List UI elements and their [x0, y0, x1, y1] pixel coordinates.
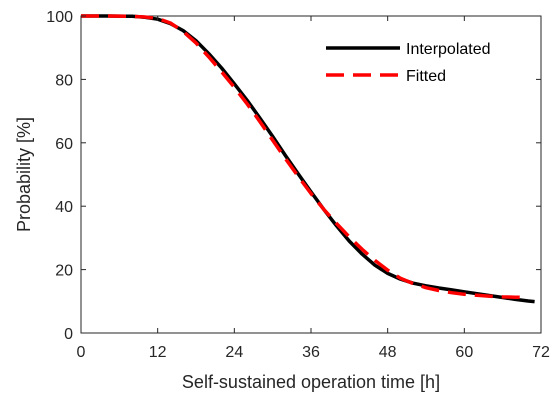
x-tick-label: 72 [532, 344, 550, 361]
x-axis: 0 12 24 36 48 60 72 [77, 16, 550, 361]
x-tick-label: 60 [455, 344, 473, 361]
x-axis-label: Self-sustained operation time [h] [182, 372, 440, 392]
y-tick-label: 100 [46, 9, 73, 26]
x-tick-label: 12 [149, 344, 167, 361]
y-tick-label: 40 [55, 199, 73, 216]
y-axis-label: Probability [%] [14, 117, 34, 232]
y-axis: 0 20 40 60 80 100 [46, 9, 541, 343]
x-tick-label: 36 [302, 344, 320, 361]
y-tick-label: 80 [55, 72, 73, 89]
series-line-fitted [81, 14, 529, 300]
x-tick-label: 0 [77, 344, 86, 361]
legend-background [315, 31, 527, 89]
legend-label-interpolated: Interpolated [406, 41, 491, 58]
legend: Interpolated Fitted [315, 31, 527, 89]
legend-label-fitted: Fitted [406, 68, 446, 85]
x-tick-label: 24 [225, 344, 243, 361]
y-tick-label: 0 [64, 326, 73, 343]
y-tick-label: 60 [55, 136, 73, 153]
x-tick-label: 48 [379, 344, 397, 361]
y-tick-label: 20 [55, 263, 73, 280]
